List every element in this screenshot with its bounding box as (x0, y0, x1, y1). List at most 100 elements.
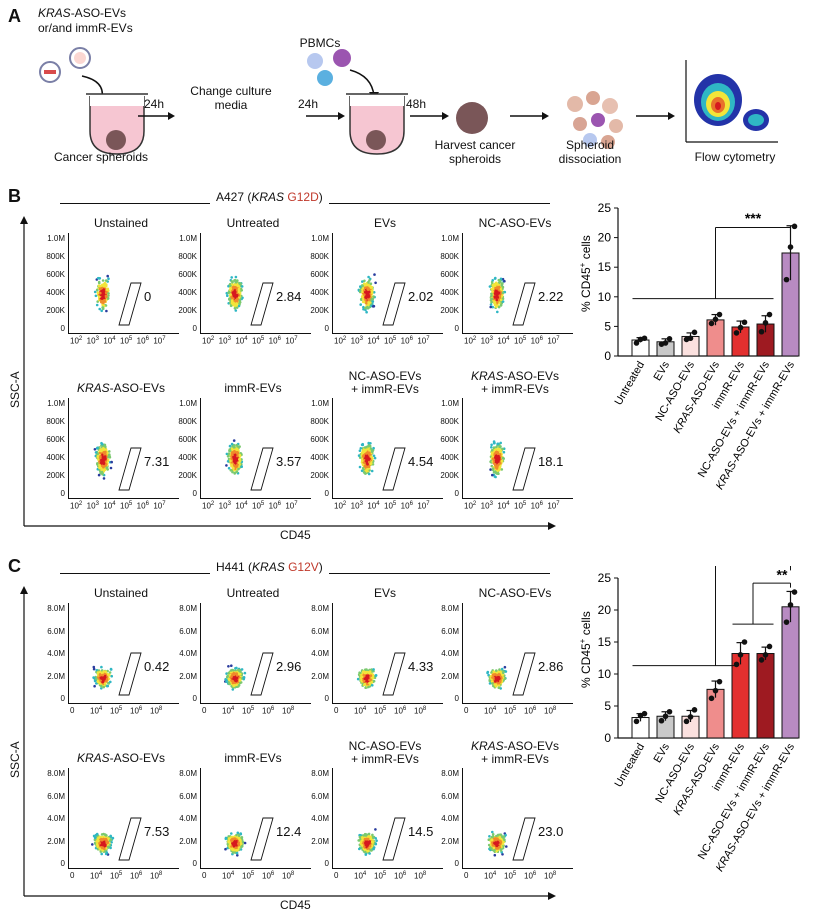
panel-b-label: B (8, 186, 21, 206)
flow-plot-title: KRAS-ASO-EVs + immR-EVs (450, 370, 580, 396)
cd45-gate (118, 447, 142, 491)
panel-c-axis-arrows (20, 586, 556, 900)
y-tick-label: 800K (178, 252, 197, 261)
y-tick-label: 10 (598, 290, 612, 304)
y-tick-label: 2.0M (441, 671, 459, 681)
flow-plot-title-line1: NC-ASO-EVs (348, 369, 422, 383)
y-tick-label: 8.0M (179, 604, 197, 613)
bar (756, 653, 775, 739)
dissociation-label: Spheroid dissociation (540, 138, 640, 166)
x-tick-label: 104 (222, 871, 235, 881)
flow-plot (200, 768, 311, 869)
flow-plot (462, 603, 573, 704)
y-tick-label: 2.0M (441, 836, 459, 846)
y-tick-label: 200K (46, 471, 65, 480)
data-point (783, 276, 790, 283)
x-tick-label: 106 (136, 501, 149, 511)
y-tick-label: 4.0M (311, 649, 329, 658)
data-point (737, 324, 744, 331)
y-tick-label: 800K (178, 417, 197, 426)
cd45-gate (250, 817, 274, 861)
y-tick-label: 6.0M (311, 626, 329, 636)
data-point (766, 643, 773, 650)
y-tick-label: 1.0M (179, 234, 197, 243)
panel-c-x-axis-label: CD45 (280, 898, 311, 912)
y-tick-label: 8.0M (47, 604, 65, 613)
data-point (787, 244, 794, 250)
x-tick-label: 105 (504, 706, 517, 716)
flow-plot-title-line1: KRAS-ASO-EVs (470, 739, 560, 753)
culture-tube-1 (86, 93, 148, 155)
y-tick-label: 2.0M (179, 836, 197, 846)
time-24h-b: 24h (297, 97, 319, 111)
x-tick-label: 0 (70, 706, 75, 715)
dissociation-line2: dissociation (558, 152, 622, 166)
x-tick-label: 103 (218, 336, 231, 346)
y-tick-label: 0 (324, 324, 329, 333)
flow-plot-title: Untreated (188, 217, 318, 230)
data-point (712, 687, 719, 694)
y-tick-label: 0 (454, 324, 459, 333)
flow-plot-title-line1: Unstained (93, 216, 149, 230)
data-point (691, 329, 698, 336)
y-tick-label: 0 (192, 694, 197, 703)
gate-percentage: 23.0 (538, 824, 564, 839)
gate-percentage: 12.4 (276, 824, 302, 839)
x-tick-label: 105 (242, 871, 255, 881)
y-tick-label: 1.0M (311, 399, 329, 408)
y-tick-label: 400K (46, 453, 65, 462)
y-tick-label: 2.0M (179, 671, 197, 681)
x-tick-label: 106 (530, 501, 543, 511)
flow-plot-title-line1: EVs (373, 216, 396, 230)
y-tick-label: 0 (604, 731, 611, 745)
x-tick-label: 102 (464, 336, 477, 346)
data-point (741, 319, 748, 326)
y-tick-label: 0 (324, 489, 329, 498)
panel-b-title-mutation: G12D (287, 190, 319, 204)
flow-plot-title: KRAS-ASO-EVs (56, 382, 186, 395)
panel-c-title-suffix: ) (318, 560, 323, 574)
x-tick-label: 108 (282, 871, 295, 881)
gate-percentage: 7.53 (144, 824, 170, 839)
x-tick-label: 102 (202, 336, 215, 346)
data-point (691, 707, 698, 713)
x-tick-label: 107 (417, 501, 430, 511)
flow-plot-title: EVs (320, 217, 450, 230)
y-axis-label: % CD45+ cells (578, 235, 593, 312)
cd45-gate (118, 817, 142, 861)
y-tick-label: 400K (46, 288, 65, 297)
flow-plot-title-line2: + immR-EVs (481, 382, 549, 396)
x-tick-label: 104 (103, 336, 116, 346)
x-tick-label: 104 (103, 501, 116, 511)
cd45-gate (512, 652, 536, 696)
flow-plot-title-line2: + immR-EVs (481, 752, 549, 766)
flow-plot-title-line1: immR-EVs (224, 751, 282, 765)
gate-percentage: 0.42 (144, 659, 170, 674)
y-tick-label: 800K (440, 417, 459, 426)
cd45-gate (512, 282, 536, 326)
x-tick-label: 103 (480, 336, 493, 346)
x-tick-label: 104 (484, 706, 497, 716)
data-point (633, 718, 640, 725)
y-tick-label: 25 (598, 571, 612, 585)
x-tick-label: 0 (70, 871, 75, 880)
y-tick-label: 6.0M (179, 626, 197, 636)
flow-plot-title-line1: KRAS-ASO-EVs (470, 369, 560, 383)
y-tick-label: 0 (192, 324, 197, 333)
x-tick-label: 0 (202, 706, 207, 715)
gate-percentage: 14.5 (408, 824, 434, 839)
x-tick-label: 105 (242, 706, 255, 716)
x-tick-label: 103 (350, 501, 363, 511)
flow-plot-title: Untreated (188, 587, 318, 600)
category-label: EVs (652, 741, 673, 765)
data-point (787, 602, 794, 608)
y-tick-label: 0 (324, 859, 329, 868)
data-point (712, 316, 719, 323)
dissociated-cells-icon (567, 91, 623, 149)
flow-plot-title: immR-EVs (188, 382, 318, 395)
flow-plot (68, 398, 179, 499)
panel-c-title: H441 (KRAS G12V) (210, 560, 329, 574)
y-tick-label: 400K (310, 288, 329, 297)
x-tick-label: 108 (282, 706, 295, 716)
flow-plot-title-line1: immR-EVs (224, 381, 282, 395)
